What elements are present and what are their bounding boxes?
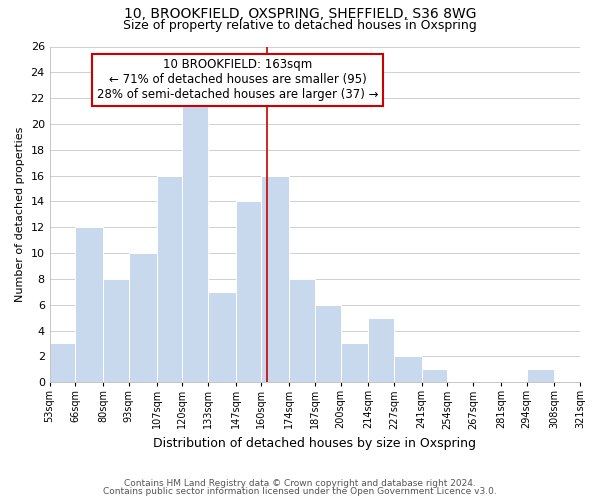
- Bar: [394, 356, 422, 382]
- Bar: [262, 176, 289, 382]
- Bar: [422, 370, 448, 382]
- Bar: [289, 279, 315, 382]
- Text: Size of property relative to detached houses in Oxspring: Size of property relative to detached ho…: [123, 19, 477, 32]
- Bar: [103, 279, 129, 382]
- Bar: [182, 98, 208, 382]
- Text: 10 BROOKFIELD: 163sqm
← 71% of detached houses are smaller (95)
28% of semi-deta: 10 BROOKFIELD: 163sqm ← 71% of detached …: [97, 58, 379, 102]
- Bar: [236, 202, 262, 382]
- Text: Contains HM Land Registry data © Crown copyright and database right 2024.: Contains HM Land Registry data © Crown c…: [124, 478, 476, 488]
- Bar: [50, 344, 76, 382]
- Y-axis label: Number of detached properties: Number of detached properties: [15, 126, 25, 302]
- Text: Contains public sector information licensed under the Open Government Licence v3: Contains public sector information licen…: [103, 487, 497, 496]
- Bar: [341, 344, 368, 382]
- Bar: [315, 304, 341, 382]
- Text: 10, BROOKFIELD, OXSPRING, SHEFFIELD, S36 8WG: 10, BROOKFIELD, OXSPRING, SHEFFIELD, S36…: [124, 8, 476, 22]
- Bar: [208, 292, 236, 382]
- Bar: [129, 253, 157, 382]
- Bar: [527, 370, 554, 382]
- Bar: [76, 228, 103, 382]
- X-axis label: Distribution of detached houses by size in Oxspring: Distribution of detached houses by size …: [154, 437, 476, 450]
- Bar: [368, 318, 394, 382]
- Bar: [157, 176, 182, 382]
